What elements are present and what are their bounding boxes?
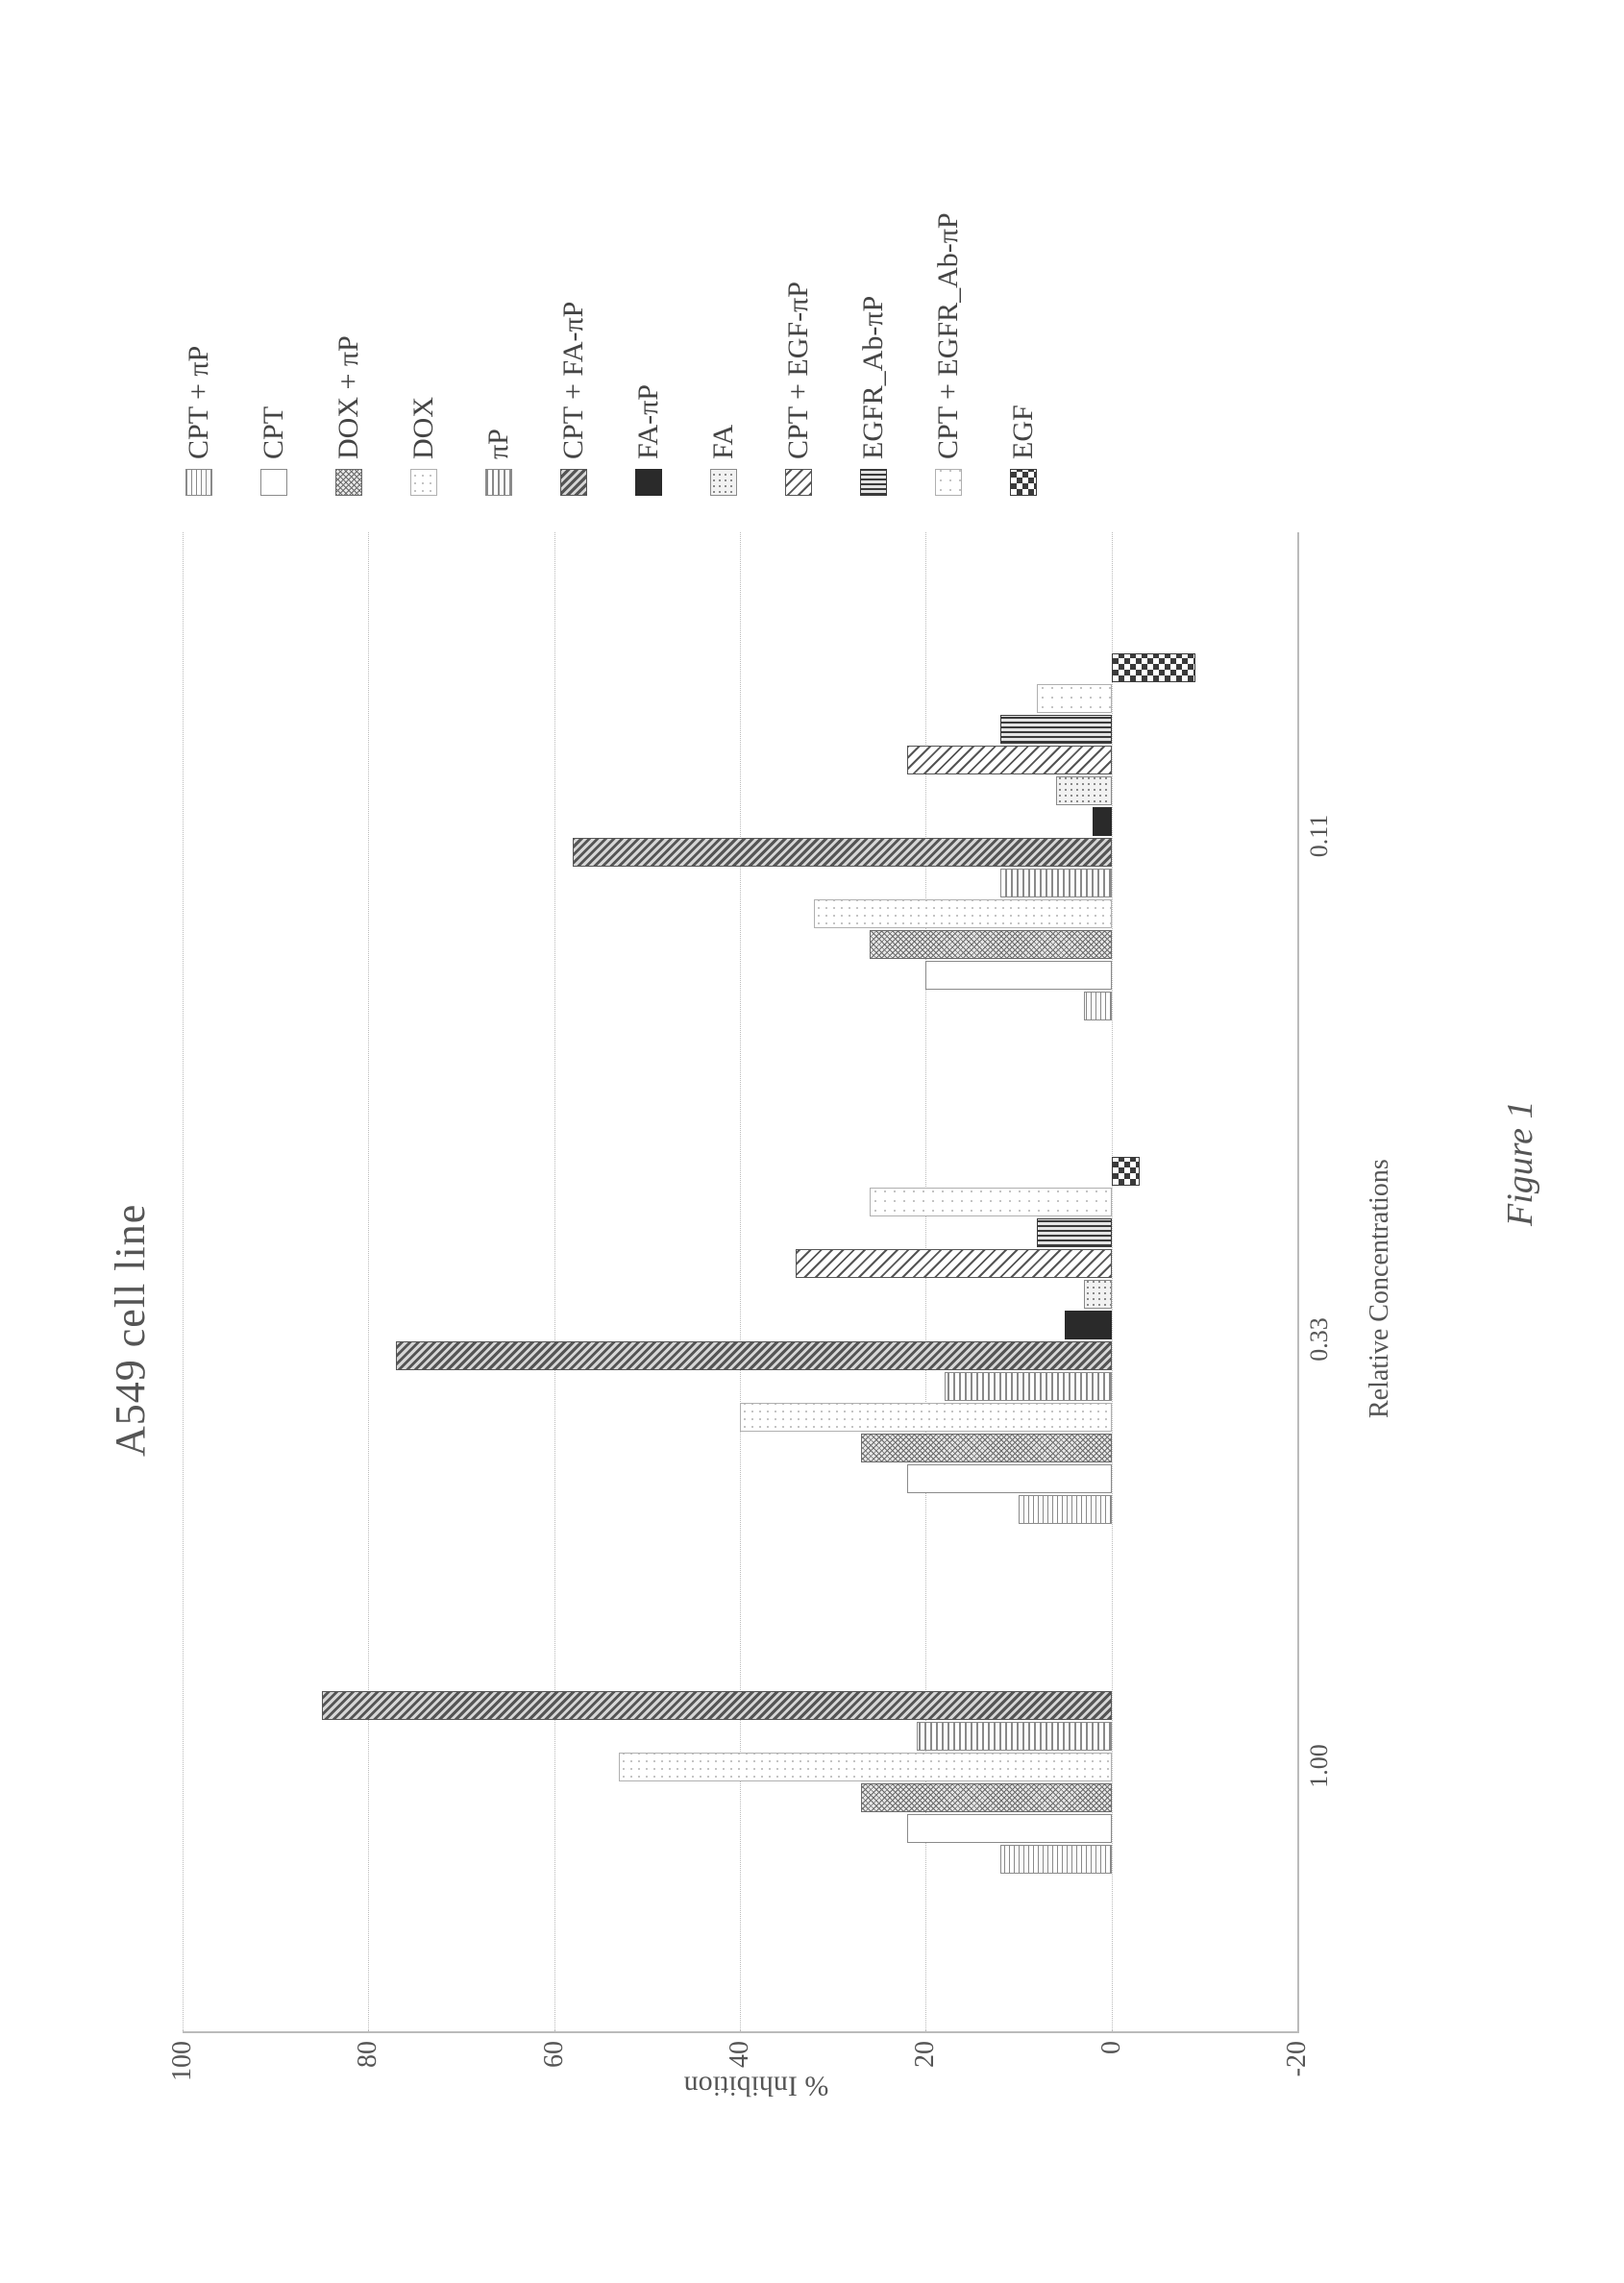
bar-egf <box>1112 653 1195 682</box>
legend-label-fa_pip: FA-πP <box>632 384 665 459</box>
bar-egfr_ab_pip <box>1037 1218 1111 1247</box>
legend-item-fa: FA <box>707 425 740 496</box>
bar-cpt_pip <box>1084 992 1112 1020</box>
bar-fa_pip <box>1065 1311 1111 1339</box>
legend-swatch-fa_pip <box>635 469 662 496</box>
bar-dox_pip <box>861 1434 1112 1462</box>
bar-cpt_fa_pip <box>573 838 1112 867</box>
legend-item-dox_pip: DOX + πP <box>332 335 365 496</box>
bar-fa <box>1056 776 1112 805</box>
legend-label-pip: πP <box>482 429 515 459</box>
legend-swatch-egfr_ab_pip <box>860 469 887 496</box>
legend-label-dox_pip: DOX + πP <box>332 335 365 459</box>
legend-item-egf: EGF <box>1007 405 1040 496</box>
bar-pip <box>917 1722 1112 1751</box>
bar-cpt_egfr_abpip <box>1037 684 1111 713</box>
bar-dox <box>619 1753 1111 1781</box>
y-tick-label: 40 <box>725 2041 755 2068</box>
legend-item-cpt_egfr_abpip: CPT + EGFR_Ab-πP <box>932 212 965 496</box>
chart-canvas: A549 cell line % Inhibition Relative Con… <box>0 0 1624 2283</box>
legend-label-cpt_egfr_abpip: CPT + EGFR_Ab-πP <box>932 212 965 459</box>
legend-item-egfr_ab_pip: EGFR_Ab-πP <box>857 296 890 496</box>
legend-label-dox: DOX <box>407 397 440 459</box>
legend-item-cpt_fa_pip: CPT + FA-πP <box>557 302 590 496</box>
legend-swatch-cpt_egf_pip <box>785 469 812 496</box>
legend-label-cpt: CPT <box>258 406 290 459</box>
plot-area: -200204060801001.000.330.11 <box>183 532 1299 2033</box>
gridline <box>554 532 555 2031</box>
gridline <box>740 532 741 2031</box>
legend-swatch-dox_pip <box>335 469 362 496</box>
y-tick-label: -20 <box>1282 2041 1313 2076</box>
bar-cpt_egfr_abpip <box>870 1188 1111 1216</box>
x-tick-label: 0.33 <box>1305 1317 1334 1362</box>
bar-cpt_fa_pip <box>396 1341 1111 1370</box>
bar-dox_pip <box>870 930 1111 959</box>
bar-egf <box>1112 1157 1140 1186</box>
legend-swatch-cpt_pip <box>185 469 212 496</box>
bar-cpt_fa_pip <box>322 1691 1112 1720</box>
y-tick-label: 80 <box>353 2041 383 2068</box>
figure-caption: Figure 1 <box>1499 1100 1541 1226</box>
bar-dox <box>814 899 1111 928</box>
y-tick-label: 20 <box>910 2041 941 2068</box>
bar-pip <box>945 1372 1112 1401</box>
y-tick-label: 0 <box>1096 2041 1127 2054</box>
legend-swatch-fa <box>710 469 737 496</box>
legend-item-cpt: CPT <box>258 406 290 496</box>
gridline <box>368 532 369 2031</box>
legend-swatch-pip <box>485 469 512 496</box>
legend-swatch-egf <box>1010 469 1037 496</box>
gridline <box>1297 532 1298 2031</box>
bar-cpt_pip <box>1000 1845 1112 1874</box>
bar-fa <box>1084 1280 1112 1309</box>
legend-label-egfr_ab_pip: EGFR_Ab-πP <box>857 296 890 459</box>
gridline <box>183 532 184 2031</box>
bar-pip <box>1000 869 1112 897</box>
bar-cpt_egf_pip <box>907 746 1112 774</box>
gridline <box>1112 532 1113 2031</box>
bar-dox_pip <box>861 1783 1112 1812</box>
legend-label-cpt_fa_pip: CPT + FA-πP <box>557 302 590 459</box>
bar-dox <box>740 1403 1112 1432</box>
bar-cpt <box>907 1464 1112 1493</box>
bar-cpt <box>907 1814 1112 1843</box>
bar-cpt <box>925 961 1111 990</box>
x-tick-label: 0.11 <box>1305 815 1334 858</box>
legend-label-cpt_pip: CPT + πP <box>183 346 215 459</box>
legend-swatch-cpt_egfr_abpip <box>935 469 962 496</box>
legend-swatch-cpt_fa_pip <box>560 469 587 496</box>
bar-cpt_pip <box>1019 1495 1112 1524</box>
x-axis-title: Relative Concentrations <box>1365 1159 1395 1418</box>
legend-item-fa_pip: FA-πP <box>632 384 665 496</box>
legend-label-cpt_egf_pip: CPT + EGF-πP <box>782 282 815 459</box>
legend-item-dox: DOX <box>407 397 440 496</box>
y-tick-label: 60 <box>539 2041 570 2068</box>
legend-swatch-dox <box>410 469 437 496</box>
bar-fa_pip <box>1093 807 1111 836</box>
bar-egfr_ab_pip <box>1000 715 1112 744</box>
y-axis-title: % Inhibition <box>684 2070 829 2102</box>
legend-label-egf: EGF <box>1007 405 1040 459</box>
legend-item-cpt_pip: CPT + πP <box>183 346 215 496</box>
legend-label-fa: FA <box>707 425 740 459</box>
legend-swatch-cpt <box>260 469 287 496</box>
y-tick-label: 100 <box>167 2041 198 2081</box>
legend-item-pip: πP <box>482 429 515 496</box>
bar-cpt_egf_pip <box>796 1249 1112 1278</box>
legend-item-cpt_egf_pip: CPT + EGF-πP <box>782 282 815 496</box>
chart-title: A549 cell line <box>106 1204 155 1457</box>
x-tick-label: 1.00 <box>1305 1744 1334 1788</box>
